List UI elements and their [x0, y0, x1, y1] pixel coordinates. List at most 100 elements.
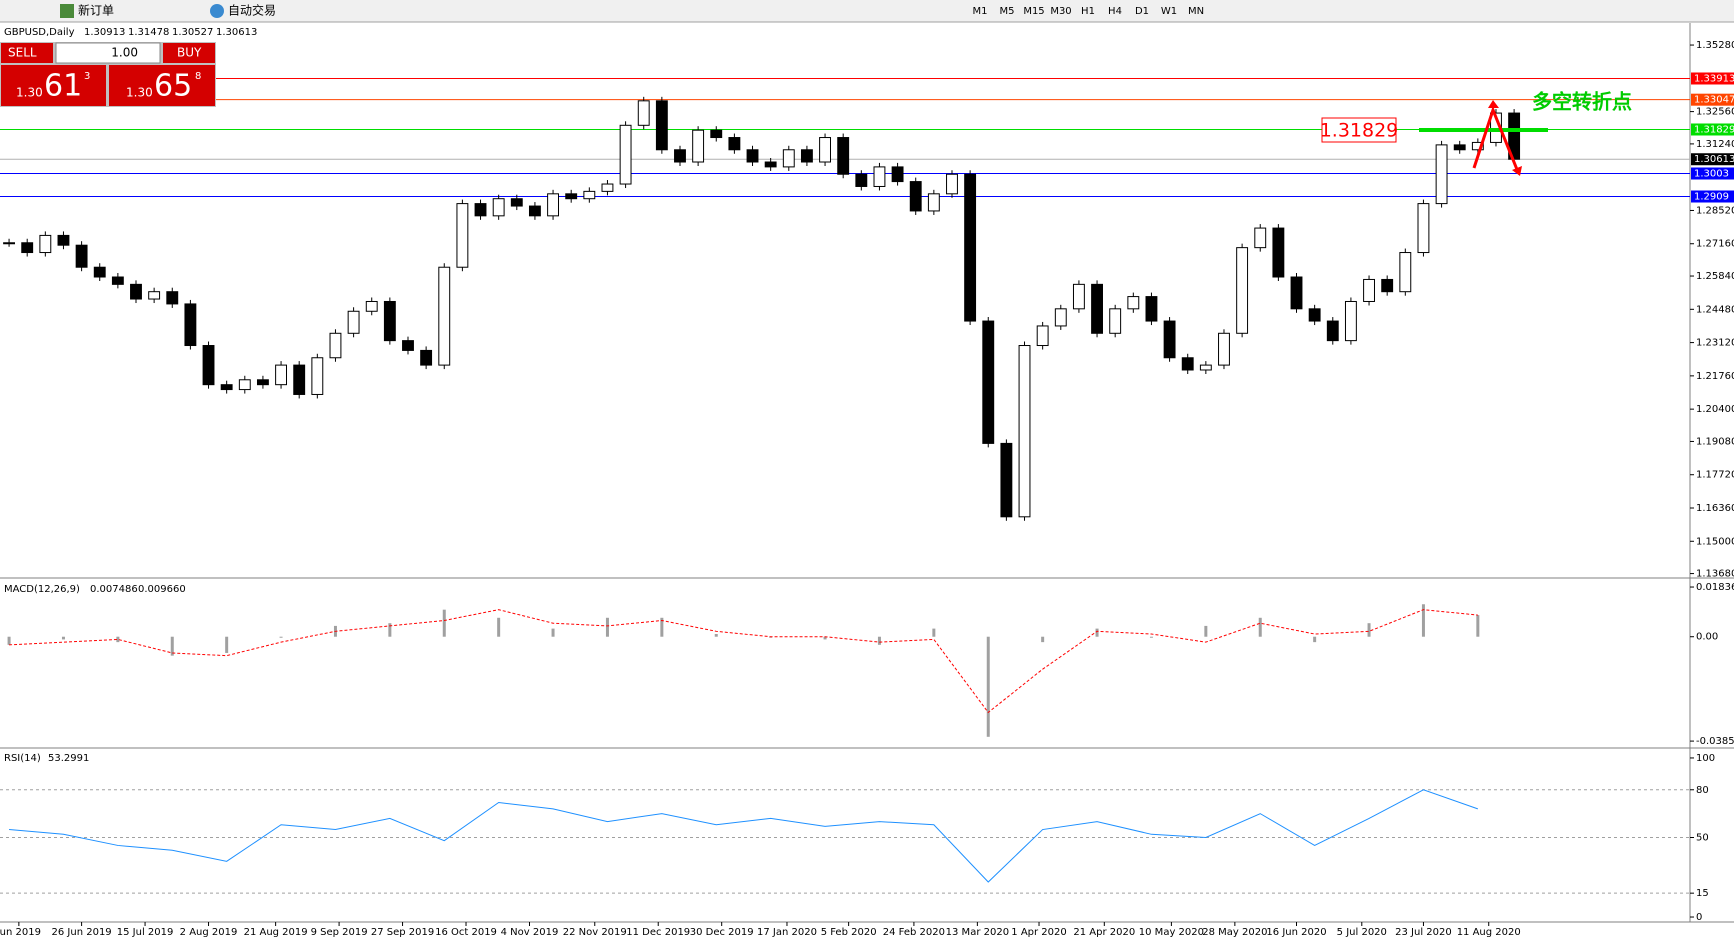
candle	[1471, 141, 1484, 151]
x-tick-label: 5 Feb 2020	[821, 927, 877, 938]
candle	[1290, 276, 1303, 310]
candle	[75, 244, 88, 268]
sell-main: 61	[44, 69, 82, 104]
signal-line	[9, 609, 1478, 714]
timeframe-button[interactable]: W1	[1161, 6, 1177, 17]
timeframe-button[interactable]: H1	[1081, 6, 1095, 17]
timeframe-button[interactable]: D1	[1135, 6, 1149, 17]
candle	[275, 364, 288, 386]
x-tick-label: 23 Jul 2020	[1395, 927, 1452, 938]
buy-price-box[interactable]	[109, 65, 215, 106]
candle	[710, 129, 723, 139]
macd-bar	[932, 628, 936, 637]
candle	[1272, 227, 1285, 278]
y-tick-label: 1.13680	[1696, 569, 1734, 580]
auto-trading-icon[interactable]	[210, 4, 224, 18]
macd-bar	[1095, 628, 1099, 637]
timeframe-button[interactable]: H4	[1108, 6, 1122, 17]
candle	[1181, 357, 1194, 371]
indicator-value: 0.009660	[138, 584, 186, 595]
candle	[1018, 345, 1031, 518]
headers: GBPUSD,Daily 1.30913 1.31478 1.30527 1.30613…	[4, 27, 257, 764]
sell-price-box[interactable]	[1, 65, 106, 106]
x-tick-label: Jun 2019	[0, 927, 41, 938]
buy-label[interactable]: BUY	[177, 46, 202, 60]
macd-bar	[823, 636, 827, 640]
y-tick-label: 1.31240	[1696, 139, 1734, 150]
macd-bar	[1421, 604, 1425, 637]
macd-bar	[61, 636, 65, 640]
indicator-value: 1.30613	[216, 27, 257, 38]
candle	[1326, 320, 1339, 342]
indicator-title: MACD(12,26,9)	[4, 584, 80, 595]
x-tick-label: 16 Oct 2019	[435, 927, 497, 938]
y-tick-label: 1.32560	[1696, 107, 1734, 118]
candle	[166, 291, 179, 305]
candle	[873, 166, 886, 187]
sell-label[interactable]: SELL	[8, 46, 37, 60]
macd-bar	[279, 636, 283, 638]
x-tick-label: 11 Aug 2020	[1457, 927, 1521, 938]
indicator-value: 1.30527	[172, 27, 213, 38]
candle	[1000, 442, 1013, 518]
candle	[456, 203, 469, 268]
candle	[1054, 308, 1067, 327]
x-tick-label: 15 Jul 2019	[117, 927, 174, 938]
price-level-tag	[1691, 123, 1734, 136]
macd-bar	[497, 617, 501, 637]
y-tick-label: 0.018369	[1696, 582, 1734, 593]
price-level-label: 1.3003	[1694, 169, 1729, 180]
macd-bar	[551, 628, 555, 637]
auto-trading[interactable]: 自动交易	[228, 3, 276, 18]
candle	[601, 183, 614, 192]
price-level-tag	[1691, 190, 1734, 203]
new-order[interactable]: 新订单	[78, 3, 114, 18]
x-tick-label: 24 Feb 2020	[883, 927, 945, 938]
note-annotation: 多空转折点	[1532, 90, 1632, 114]
y-tick-label: 1.19080	[1696, 436, 1734, 447]
x-tick-label: 17 Jan 2020	[757, 927, 817, 938]
timeframe-button[interactable]: M30	[1050, 6, 1071, 17]
candle	[311, 357, 324, 395]
y-tick-label: 1.24480	[1696, 304, 1734, 315]
candle	[402, 340, 414, 351]
lot-input[interactable]	[55, 42, 161, 64]
candle	[184, 303, 197, 347]
y-tick-label: 1.35280	[1696, 40, 1734, 51]
candle	[438, 266, 451, 366]
timeframes: M1 M5 M15 M30 H1 H4 D1 W1 MN	[973, 6, 1205, 17]
timeframe-button[interactable]: M5	[1000, 6, 1015, 17]
candle	[256, 379, 269, 386]
timeframe-button[interactable]: M15	[1023, 6, 1044, 17]
lot-value[interactable]: 1.00	[111, 46, 138, 60]
candle	[837, 137, 850, 175]
candle	[528, 205, 541, 217]
x-tick-label: 11 Dec 2019	[626, 927, 690, 938]
x-tick-label: 26 Jun 2019	[52, 927, 112, 938]
candle	[1091, 283, 1103, 334]
candle	[819, 137, 831, 163]
sell-big: 1.30	[16, 86, 43, 100]
candle	[1127, 296, 1140, 310]
arrow-head	[1512, 166, 1522, 176]
candle	[1218, 332, 1230, 366]
x-tick-label: 21 Aug 2019	[244, 927, 308, 938]
price-level-label: 1.31829	[1694, 124, 1734, 135]
x-tick-label: 2 Aug 2019	[180, 927, 238, 938]
indicator-title: GBPUSD,Daily	[4, 27, 75, 38]
new-order-icon[interactable]	[60, 4, 74, 18]
buy-button[interactable]	[163, 43, 215, 63]
x-tick-label: 1 Apr 2020	[1011, 927, 1066, 938]
y-tick-label: 15	[1696, 888, 1709, 899]
candle	[93, 266, 106, 278]
candle	[492, 198, 505, 217]
price-level-label: 1.30613	[1694, 154, 1734, 165]
candle	[202, 345, 215, 386]
timeframe-button[interactable]: M1	[973, 6, 988, 17]
candle	[764, 161, 777, 168]
x-tick-label: 5 Jul 2020	[1337, 927, 1387, 938]
y-tick-label: 1.15000	[1696, 536, 1734, 547]
timeframe-button[interactable]: MN	[1188, 6, 1204, 17]
price-annotation-box	[1321, 117, 1397, 143]
sell-button[interactable]	[1, 43, 53, 63]
